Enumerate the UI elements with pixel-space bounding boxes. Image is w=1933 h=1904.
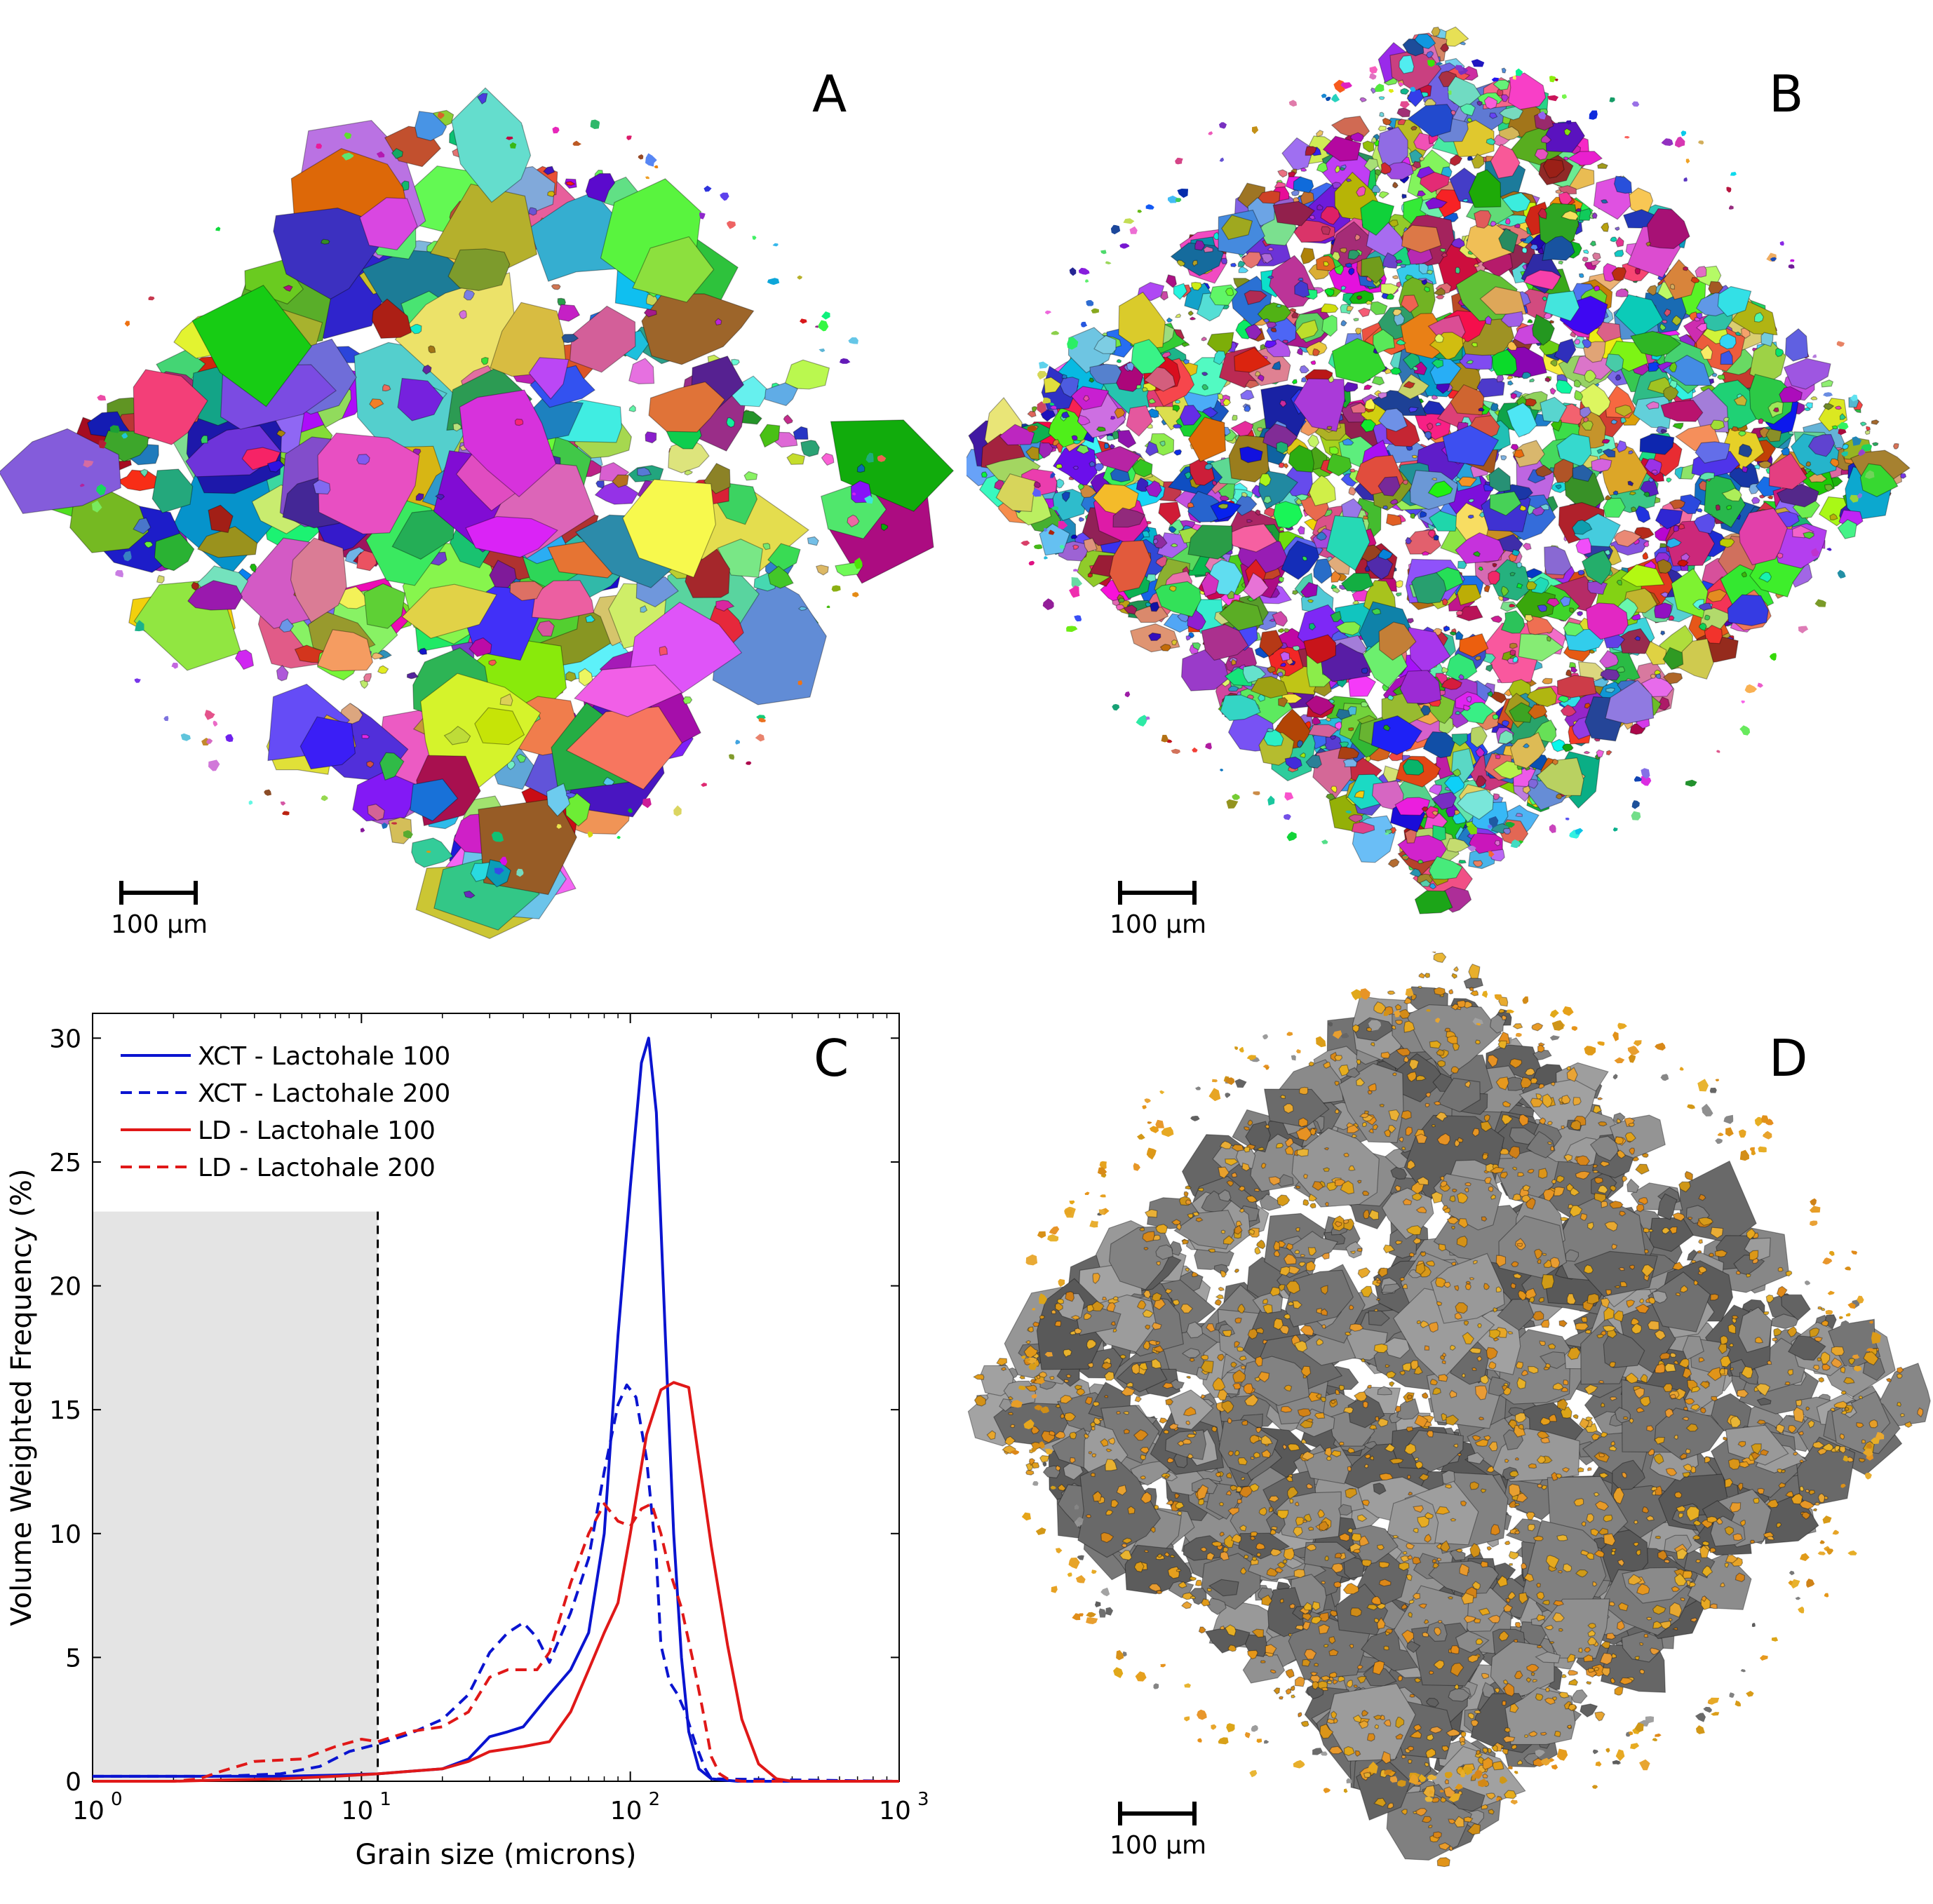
panel-b-letter: B [1769, 65, 1804, 123]
panel-b-scalebar-label: 100 µm [1110, 910, 1207, 939]
chart-y-axis-label: Volume Weighted Frequency (%) [6, 1168, 38, 1626]
grain-cloud [967, 26, 1911, 914]
legend-label: XCT - Lactohale 200 [198, 1079, 450, 1108]
panel-d-scalebar-label: 100 µm [1110, 1831, 1207, 1860]
x-tick-label: 10 [879, 1797, 911, 1825]
y-tick-label: 20 [49, 1273, 81, 1302]
panel-d-letter: D [1769, 1029, 1808, 1088]
chart-legend: XCT - Lactohale 100 XCT - Lactohale 200 LD… [121, 1042, 450, 1182]
chart-shade-layer [93, 1211, 379, 1781]
panel-c-letter: C [814, 1029, 849, 1088]
y-tick-label: 5 [65, 1644, 81, 1673]
shaded-region [93, 1211, 378, 1781]
chart-x-axis-label: Grain size (microns) [356, 1839, 637, 1871]
x-tick-exponent: 2 [649, 1789, 661, 1810]
legend-label: LD - Lactohale 200 [198, 1154, 436, 1182]
legend-label: LD - Lactohale 100 [198, 1116, 436, 1145]
x-tick-exponent: 3 [917, 1789, 929, 1810]
y-tick-label: 0 [65, 1768, 81, 1797]
legend-label: XCT - Lactohale 100 [198, 1042, 450, 1071]
panel-a-scalebar-label: 100 µm [111, 910, 208, 939]
panel-a-scalebar: 100 µm [111, 881, 208, 939]
x-tick-label: 10 [610, 1797, 642, 1825]
x-tick-label: 10 [72, 1797, 105, 1825]
x-tick-label: 10 [341, 1797, 373, 1825]
y-tick-label: 30 [49, 1025, 81, 1053]
x-tick-exponent: 0 [111, 1789, 123, 1810]
panel-d: D 100 µm [967, 952, 1933, 1904]
grain-cloud [973, 952, 1924, 1868]
panel-b-scalebar: 100 µm [1110, 881, 1206, 939]
panel-b-grain-render [967, 26, 1911, 914]
series-line-3 [93, 1381, 899, 1783]
grain-cloud [0, 87, 955, 939]
y-tick-label: 10 [49, 1520, 81, 1549]
panel-a: A 100 µm [0, 0, 967, 952]
x-tick-exponent: 1 [379, 1789, 391, 1810]
panel-a-grain-render [0, 87, 955, 939]
chart-series-layer [93, 1037, 900, 1783]
panel-c: 0 5 10 15 20 25 30 10 0 10 1 10 2 10 3 XCT - Lactohale… [0, 952, 967, 1904]
panel-d-grain-render [967, 952, 1931, 1868]
y-tick-label: 15 [49, 1396, 81, 1425]
panel-d-scalebar: 100 µm [1110, 1802, 1206, 1860]
panel-b: B 100 µm [967, 0, 1933, 952]
panel-a-letter: A [812, 65, 847, 123]
series-line-4 [93, 1502, 899, 1783]
y-tick-label: 25 [49, 1149, 81, 1177]
